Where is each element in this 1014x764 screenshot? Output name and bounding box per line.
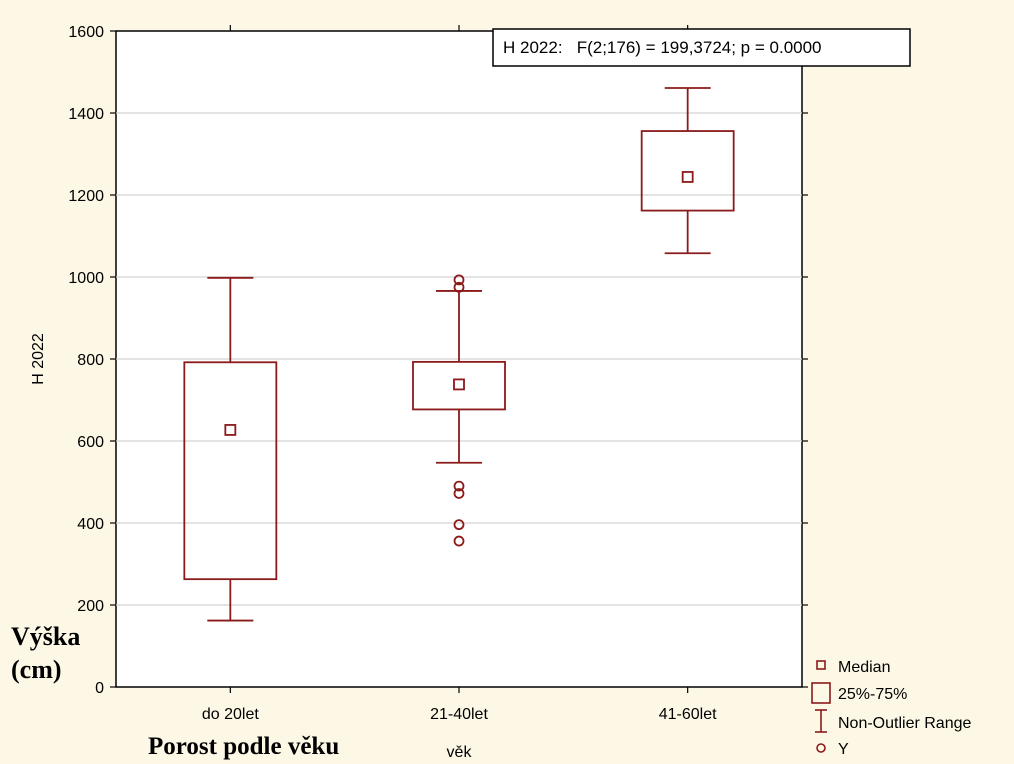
median-marker: [224, 424, 237, 436]
y-tick-label: 1200: [68, 188, 104, 205]
stat-annotation-box: H 2022: F(2;176) = 199,3724; p = 0.0000: [492, 28, 911, 67]
y-tick-label: 200: [77, 598, 104, 615]
iqr-box: [640, 130, 735, 212]
outlier-point: [453, 519, 465, 531]
median-marker: [453, 378, 465, 391]
overlay-xlabel: Porost podle věku: [148, 733, 339, 760]
overlay-ylabel-line2: (cm): [11, 655, 62, 684]
box-group: [412, 274, 506, 547]
y-axis-title: H 2022: [30, 333, 47, 385]
y-tick-label: 1000: [68, 270, 104, 287]
outlier-point: [453, 488, 465, 499]
box-symbol-icon: [811, 682, 831, 704]
median-symbol-icon: [816, 660, 826, 670]
legend: Median 25%-75% Non-Outlier Range Y: [811, 659, 972, 758]
x-tick-label: 21-40let: [430, 706, 488, 723]
legend-label-median: Median: [838, 659, 890, 676]
legend-median: Median: [816, 659, 890, 676]
outlier-point: [453, 535, 465, 547]
outlier-point: [453, 281, 465, 293]
outlier-point: [453, 274, 465, 286]
y-tick-label: 800: [77, 352, 104, 369]
y-axis-ticks: 0 200 400 600 800 1000 1200 1400 1600: [68, 24, 808, 697]
iqr-box: [183, 361, 278, 581]
boxes: [183, 87, 735, 622]
iqr-box: [412, 360, 506, 411]
box-group: [183, 276, 278, 622]
outlier-point: [453, 480, 465, 492]
y-tick-label: 0: [95, 680, 104, 697]
y-tick-label: 600: [77, 434, 104, 451]
x-tick-label: 41-60let: [659, 706, 717, 723]
y-tick-label: 1400: [68, 106, 104, 123]
legend-box: 25%-75%: [811, 682, 907, 704]
box-group: [640, 87, 735, 255]
y-tick-label: 400: [77, 516, 104, 533]
x-axis-ticks: do 20let 21-40let 41-60let: [202, 25, 717, 723]
legend-outlier: Y: [816, 741, 849, 758]
legend-label-box: 25%-75%: [838, 686, 907, 703]
whisker-symbol-icon: [815, 709, 827, 733]
legend-label-outlier: Y: [838, 741, 849, 758]
stat-annotation: H 2022: F(2;176) = 199,3724; p = 0.0000: [503, 38, 822, 57]
overlay-ylabel-line1: Výška: [11, 622, 80, 651]
x-tick-label: do 20let: [202, 706, 259, 723]
legend-label-range: Non-Outlier Range: [838, 715, 972, 732]
median-marker: [681, 171, 694, 183]
y-tick-label: 1600: [68, 24, 104, 41]
outlier-symbol-icon: [816, 743, 826, 753]
x-axis-title: věk: [447, 744, 473, 761]
legend-range: Non-Outlier Range: [815, 709, 972, 733]
